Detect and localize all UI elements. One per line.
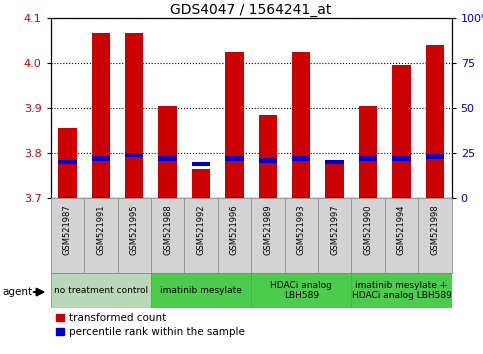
Bar — [392, 65, 411, 198]
Bar — [392, 156, 411, 161]
Text: GSM521993: GSM521993 — [297, 204, 306, 255]
Bar — [192, 162, 210, 166]
Bar — [292, 156, 311, 161]
Title: GDS4047 / 1564241_at: GDS4047 / 1564241_at — [170, 3, 332, 17]
Legend: transformed count, percentile rank within the sample: transformed count, percentile rank withi… — [56, 313, 245, 337]
Bar — [259, 158, 277, 162]
Text: GSM521992: GSM521992 — [197, 204, 206, 255]
Text: GSM521996: GSM521996 — [230, 204, 239, 255]
Text: GSM521998: GSM521998 — [430, 204, 440, 255]
Bar — [352, 273, 452, 308]
Bar — [359, 156, 377, 161]
Bar — [51, 273, 151, 308]
Text: GSM521994: GSM521994 — [397, 204, 406, 255]
Bar — [251, 273, 351, 308]
Bar — [292, 52, 311, 198]
Text: GSM521995: GSM521995 — [130, 204, 139, 255]
Text: GSM521989: GSM521989 — [263, 204, 272, 255]
Bar — [192, 169, 210, 198]
Bar — [426, 45, 444, 198]
Bar — [158, 106, 177, 198]
Bar — [158, 156, 177, 161]
Bar — [359, 106, 377, 198]
Bar — [225, 52, 243, 198]
Text: GSM521987: GSM521987 — [63, 204, 72, 255]
Text: GSM521991: GSM521991 — [96, 204, 105, 255]
Text: GSM521997: GSM521997 — [330, 204, 339, 255]
Bar — [259, 115, 277, 198]
Text: imatinib mesylate: imatinib mesylate — [160, 286, 242, 295]
Bar — [92, 156, 110, 161]
Text: no treatment control: no treatment control — [54, 286, 148, 295]
Bar — [58, 128, 77, 198]
Text: GSM521988: GSM521988 — [163, 204, 172, 255]
Text: HDACi analog
LBH589: HDACi analog LBH589 — [270, 281, 332, 300]
Bar — [92, 34, 110, 198]
Bar — [326, 164, 344, 198]
Text: imatinib mesylate +
HDACi analog LBH589: imatinib mesylate + HDACi analog LBH589 — [352, 281, 452, 300]
Bar — [426, 154, 444, 159]
Bar — [58, 160, 77, 164]
Text: GSM521990: GSM521990 — [364, 204, 372, 255]
Bar — [225, 156, 243, 161]
Bar — [151, 273, 251, 308]
Bar — [125, 153, 143, 157]
Text: agent: agent — [2, 287, 32, 297]
Bar — [326, 160, 344, 164]
Bar — [125, 34, 143, 198]
